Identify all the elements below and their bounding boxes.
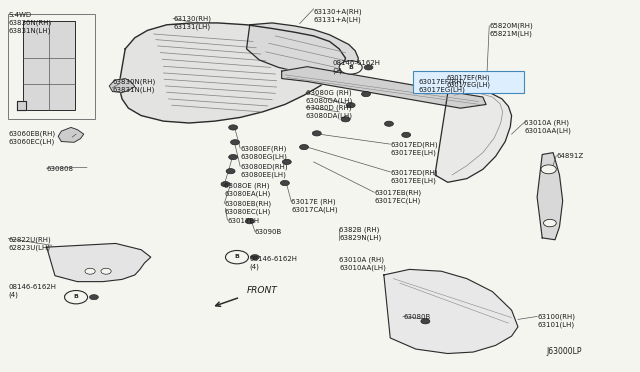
Circle shape [385,121,394,126]
Text: 08146-6162H
(4): 08146-6162H (4) [8,284,56,298]
Circle shape [339,61,362,74]
Circle shape [362,92,371,97]
Polygon shape [246,23,358,76]
Text: 08146-6162H
(4): 08146-6162H (4) [250,256,298,270]
Circle shape [221,182,230,187]
Text: 63010A (RH)
63010AA(LH): 63010A (RH) 63010AA(LH) [524,119,572,134]
Text: 63080EF(RH)
63080EG(LH): 63080EF(RH) 63080EG(LH) [240,145,287,160]
Polygon shape [58,128,84,142]
Text: 63830N(RH)
63831N(LH): 63830N(RH) 63831N(LH) [113,78,156,93]
Text: 63080D (RH)
63080DA(LH): 63080D (RH) 63080DA(LH) [306,105,353,119]
Circle shape [65,291,88,304]
Text: 63130(RH)
63131(LH): 63130(RH) 63131(LH) [173,16,211,30]
Text: J63000LP: J63000LP [547,347,582,356]
Circle shape [101,268,111,274]
Text: 63017E (RH)
63017CA(LH): 63017E (RH) 63017CA(LH) [291,199,338,214]
FancyBboxPatch shape [413,71,524,93]
Text: 63080EB(RH)
63080EC(LH): 63080EB(RH) 63080EC(LH) [224,201,271,215]
Text: 63017EF(RH)
63017EG(LH): 63017EF(RH) 63017EG(LH) [419,78,466,93]
Circle shape [364,65,373,70]
Circle shape [346,103,355,108]
Polygon shape [47,243,151,282]
Text: B: B [348,64,353,70]
Polygon shape [109,78,135,93]
Text: 6308OE (RH)
63080EA(LH): 6308OE (RH) 63080EA(LH) [224,182,271,197]
Text: 63017ED(RH)
63017EE(LH): 63017ED(RH) 63017EE(LH) [390,169,438,184]
Text: 63017EH: 63017EH [227,218,260,224]
Circle shape [421,319,430,324]
Text: 63080ED(RH)
63080EE(LH): 63080ED(RH) 63080EE(LH) [240,164,288,178]
Circle shape [228,154,237,160]
Text: 63130+A(RH)
63131+A(LH): 63130+A(RH) 63131+A(LH) [314,8,362,23]
Text: B: B [234,254,239,259]
Bar [23,21,76,110]
Circle shape [282,159,291,164]
Circle shape [341,117,350,122]
Text: 64891Z: 64891Z [556,153,584,158]
Text: 63017EB(RH)
63017EC(LH): 63017EB(RH) 63017EC(LH) [374,190,421,204]
Circle shape [312,131,321,136]
Circle shape [300,144,308,150]
Text: FRONT: FRONT [246,286,277,295]
Text: 630808: 630808 [47,166,74,171]
Text: 63100(RH)
63101(LH): 63100(RH) 63101(LH) [537,314,575,328]
Text: 63080G (RH)
63080GA(LH): 63080G (RH) 63080GA(LH) [306,90,353,104]
Circle shape [280,180,289,186]
Circle shape [225,250,248,264]
Polygon shape [435,90,511,182]
Bar [8,14,95,119]
Polygon shape [537,153,563,240]
Circle shape [230,140,239,145]
Polygon shape [17,101,26,110]
Text: 65820M(RH)
65821M(LH): 65820M(RH) 65821M(LH) [489,23,533,38]
Text: 63017ED(RH)
63017EE(LH): 63017ED(RH) 63017EE(LH) [390,141,438,156]
Text: 08146-6162H
(2): 08146-6162H (2) [333,60,381,74]
Circle shape [541,165,556,174]
Polygon shape [119,23,346,123]
Circle shape [402,132,411,137]
Polygon shape [282,67,486,108]
Text: 63080B: 63080B [403,314,430,320]
Circle shape [226,169,235,174]
Text: S.4WD
63830N(RH)
63831N(LH): S.4WD 63830N(RH) 63831N(LH) [8,12,52,34]
Circle shape [543,219,556,227]
Circle shape [228,125,237,130]
Circle shape [245,219,254,224]
Text: 63060EB(RH)
63060EC(LH): 63060EB(RH) 63060EC(LH) [8,131,56,145]
Circle shape [90,295,99,300]
Text: 6382B (RH)
63829N(LH): 6382B (RH) 63829N(LH) [339,227,381,241]
Text: 63010A (RH)
63010AA(LH): 63010A (RH) 63010AA(LH) [339,256,386,271]
Text: 62822U(RH)
62823U(LH): 62822U(RH) 62823U(LH) [8,236,51,250]
Circle shape [85,268,95,274]
Text: 63090B: 63090B [255,229,282,235]
Circle shape [250,254,259,260]
Text: 63017EF(RH)
63017EG(LH): 63017EF(RH) 63017EG(LH) [446,74,490,89]
Text: B: B [74,294,79,299]
Polygon shape [384,269,518,353]
